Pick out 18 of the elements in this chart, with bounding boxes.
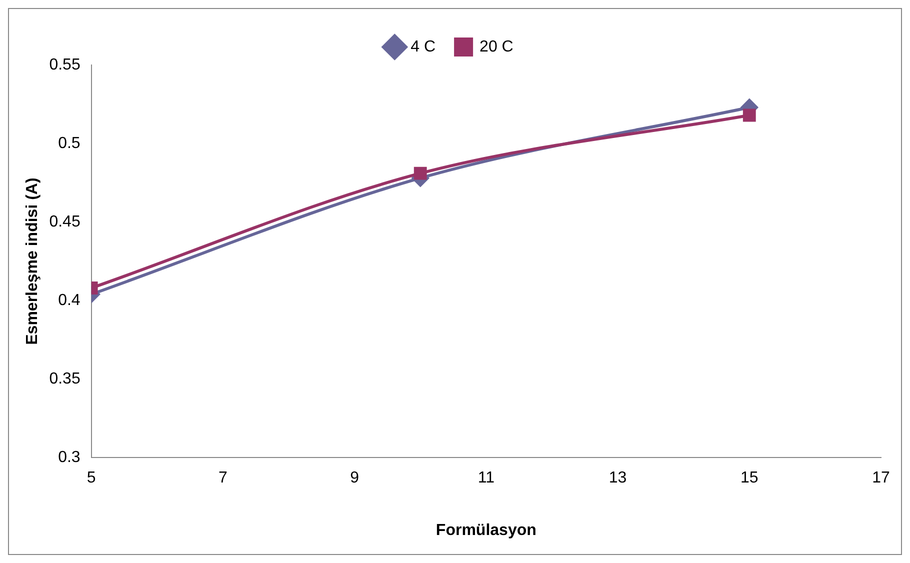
y-tick-label: 0.3 (58, 449, 80, 466)
x-tick-label: 13 (608, 470, 627, 487)
legend-label: 4 C (410, 38, 436, 56)
point (742, 108, 756, 122)
x-tick-label: 15 (740, 470, 758, 487)
x-tick-label: 11 (478, 470, 495, 487)
y-tick-label: 0.45 (49, 213, 80, 230)
y-tick-label: 0.5 (58, 134, 80, 152)
y-tick-label: 0.55 (49, 56, 80, 74)
x-axis-title: Formülasyon (436, 522, 536, 539)
y-tick-label: 0.4 (58, 292, 80, 309)
x-tick-label: 17 (872, 470, 890, 487)
x-tick-label: 9 (350, 470, 360, 487)
legend-label: 20 C (480, 38, 514, 56)
y-tick-label: 0.35 (49, 370, 80, 388)
x-tick-label: 5 (86, 470, 96, 487)
y-axis-title: Esmerleşme indisi (A) (24, 178, 42, 345)
x-tick-label: 7 (218, 470, 228, 487)
